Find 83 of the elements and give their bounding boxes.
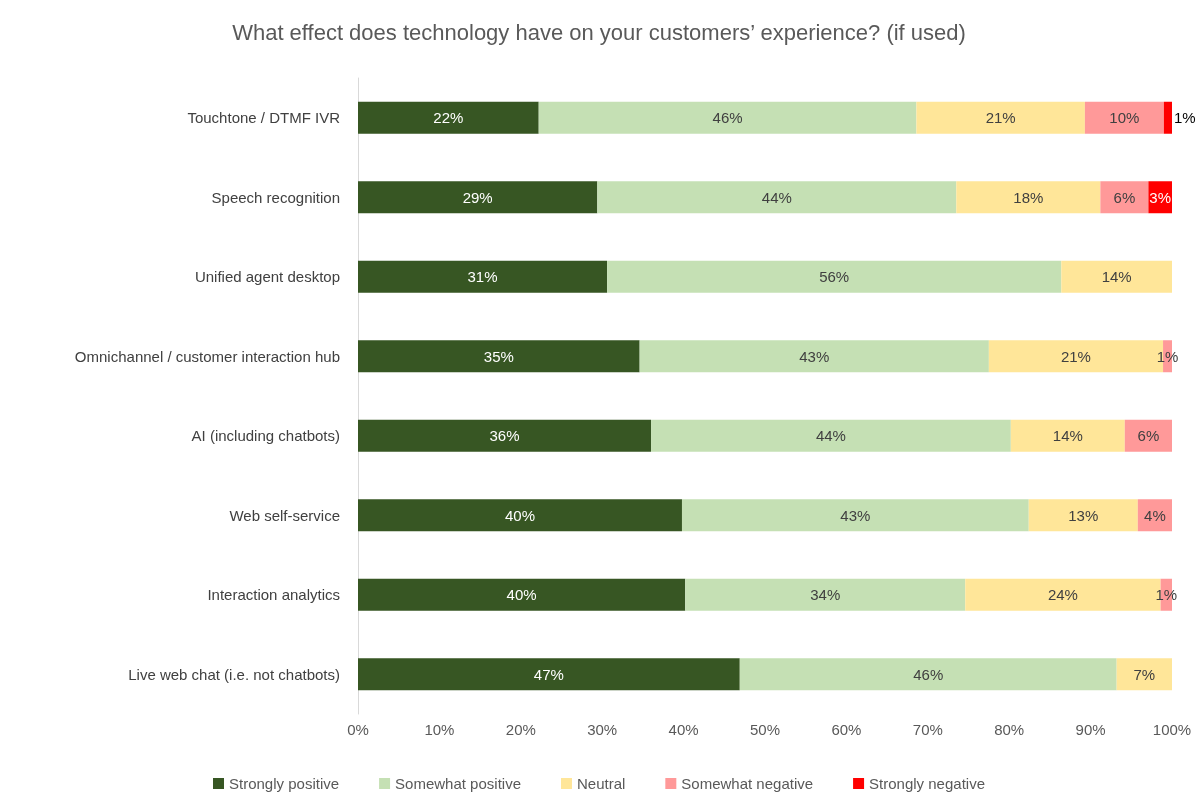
bar: [1100, 181, 1149, 214]
bar: [358, 340, 640, 373]
bar: [1116, 658, 1172, 691]
data-label: 43%: [799, 347, 830, 365]
data-label: 24%: [1047, 586, 1078, 604]
data-label: 40%: [506, 586, 537, 604]
legend-label: Somewhat negative: [681, 775, 814, 792]
data-label: 1%: [1174, 109, 1196, 127]
x-tick-label: 40%: [668, 721, 699, 738]
data-label: 4%: [1144, 506, 1166, 524]
data-label: 56%: [819, 268, 850, 286]
bar: [358, 499, 682, 532]
y-tick-label: Touchtone / DTMF IVR: [187, 109, 341, 127]
bar: [538, 101, 917, 134]
data-label: 6%: [1137, 427, 1160, 445]
data-label: 1%: [1156, 347, 1179, 365]
x-tick-label: 20%: [505, 721, 536, 738]
x-tick-label: 90%: [1075, 721, 1106, 738]
data-label: 44%: [815, 427, 846, 445]
bar: [358, 101, 539, 134]
x-tick-label: 10%: [424, 721, 455, 738]
data-label: 29%: [462, 188, 493, 206]
x-tick-label: 100%: [1152, 721, 1192, 738]
y-tick-label: Interaction analytics: [207, 586, 340, 604]
data-label: 43%: [840, 506, 871, 524]
data-label: 21%: [985, 109, 1016, 127]
data-label: 36%: [489, 427, 520, 445]
data-label: 10%: [1109, 109, 1140, 127]
data-label: 6%: [1113, 188, 1136, 206]
bar: [1124, 419, 1172, 452]
data-label: 14%: [1101, 268, 1132, 286]
data-label: 1%: [1155, 586, 1178, 604]
bar: [358, 419, 652, 452]
data-label: 3%: [1149, 188, 1172, 206]
y-tick-label: Omnichannel / customer interaction hub: [74, 347, 340, 365]
bar: [651, 419, 1011, 452]
data-label: 7%: [1133, 665, 1156, 683]
bar: [1061, 260, 1172, 293]
bar: [1010, 419, 1125, 452]
x-tick-label: 0%: [347, 721, 369, 738]
bar: [681, 499, 1029, 532]
data-label: 44%: [761, 188, 792, 206]
data-label: 35%: [483, 347, 514, 365]
legend-label: Strongly negative: [869, 775, 985, 792]
bar: [1163, 101, 1172, 134]
x-tick-label: 80%: [994, 721, 1025, 738]
data-label: 13%: [1068, 506, 1099, 524]
data-label: 46%: [913, 665, 944, 683]
bar: [597, 181, 957, 214]
x-tick-label: 50%: [749, 721, 781, 738]
y-tick-label: Unified agent desktop: [194, 268, 340, 286]
x-tick-label: 30%: [587, 721, 618, 738]
data-label: 22%: [433, 109, 464, 127]
legend-label: Somewhat positive: [395, 775, 521, 792]
data-label: 21%: [1060, 347, 1091, 365]
y-tick-label: Web self-service: [229, 506, 340, 524]
y-tick-label: Speech recognition: [211, 188, 340, 206]
data-label: 47%: [533, 665, 564, 683]
bar: [956, 181, 1101, 214]
data-label: 40%: [504, 506, 535, 524]
data-label: 31%: [467, 268, 498, 286]
bar: [358, 260, 608, 293]
data-label: 14%: [1052, 427, 1083, 445]
data-label: 34%: [810, 586, 841, 604]
bar: [685, 578, 966, 611]
bar: [639, 340, 989, 373]
y-tick-label: Live web chat (i.e. not chatbots): [128, 665, 340, 683]
x-tick-label: 60%: [831, 721, 862, 738]
data-label: 46%: [712, 109, 743, 127]
bar: [358, 578, 686, 611]
bar: [916, 101, 1085, 134]
bar: [607, 260, 1062, 293]
bar: [739, 658, 1117, 691]
bar: [1028, 499, 1138, 532]
y-tick-label: AI (including chatbots): [191, 427, 340, 445]
x-tick-label: 70%: [912, 721, 943, 738]
chart-title: What effect does technology have on your customers’ experience? (if used): [232, 19, 966, 45]
data-label: 18%: [1013, 188, 1044, 206]
bar: [1084, 101, 1164, 134]
legend-label: Strongly positive: [229, 775, 340, 792]
legend-label: Neutral: [576, 775, 626, 792]
bar: [358, 181, 598, 214]
bar: [358, 658, 740, 691]
